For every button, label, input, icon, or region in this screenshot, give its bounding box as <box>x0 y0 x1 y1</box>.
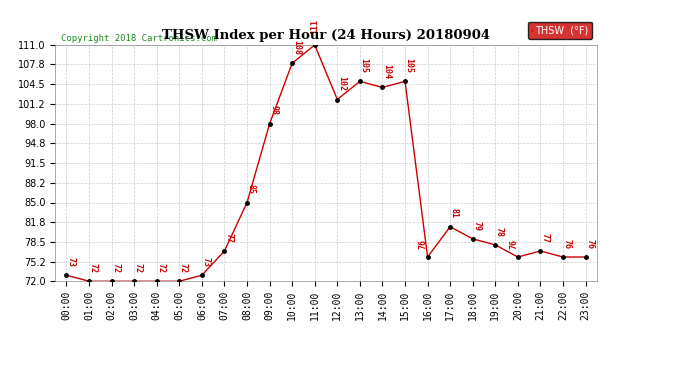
Title: THSW Index per Hour (24 Hours) 20180904: THSW Index per Hour (24 Hours) 20180904 <box>162 30 490 42</box>
Text: 77: 77 <box>224 232 233 243</box>
Text: 78: 78 <box>495 226 504 237</box>
Text: 76: 76 <box>585 238 594 249</box>
Text: 81: 81 <box>450 209 459 218</box>
Text: 108: 108 <box>292 40 301 55</box>
Text: 104: 104 <box>382 64 391 79</box>
Text: 72: 72 <box>89 263 98 273</box>
Text: 76: 76 <box>562 238 571 249</box>
Text: Copyright 2018 Cartronics.com: Copyright 2018 Cartronics.com <box>61 34 217 43</box>
Text: 72: 72 <box>134 263 143 273</box>
Text: 76: 76 <box>509 238 518 249</box>
Text: 105: 105 <box>404 58 414 73</box>
Text: 85: 85 <box>247 184 256 194</box>
Text: 105: 105 <box>359 58 368 73</box>
Text: 72: 72 <box>179 263 188 273</box>
Legend: THSW  (°F): THSW (°F) <box>528 21 592 39</box>
Text: 72: 72 <box>111 263 120 273</box>
Text: 72: 72 <box>157 263 166 273</box>
Text: 73: 73 <box>66 257 75 267</box>
Text: 79: 79 <box>473 220 482 231</box>
Text: 73: 73 <box>201 257 210 267</box>
Text: 102: 102 <box>337 76 346 91</box>
Text: 98: 98 <box>269 105 278 116</box>
Text: 76: 76 <box>419 238 428 249</box>
Text: 77: 77 <box>540 232 549 243</box>
Text: 111: 111 <box>310 19 319 34</box>
